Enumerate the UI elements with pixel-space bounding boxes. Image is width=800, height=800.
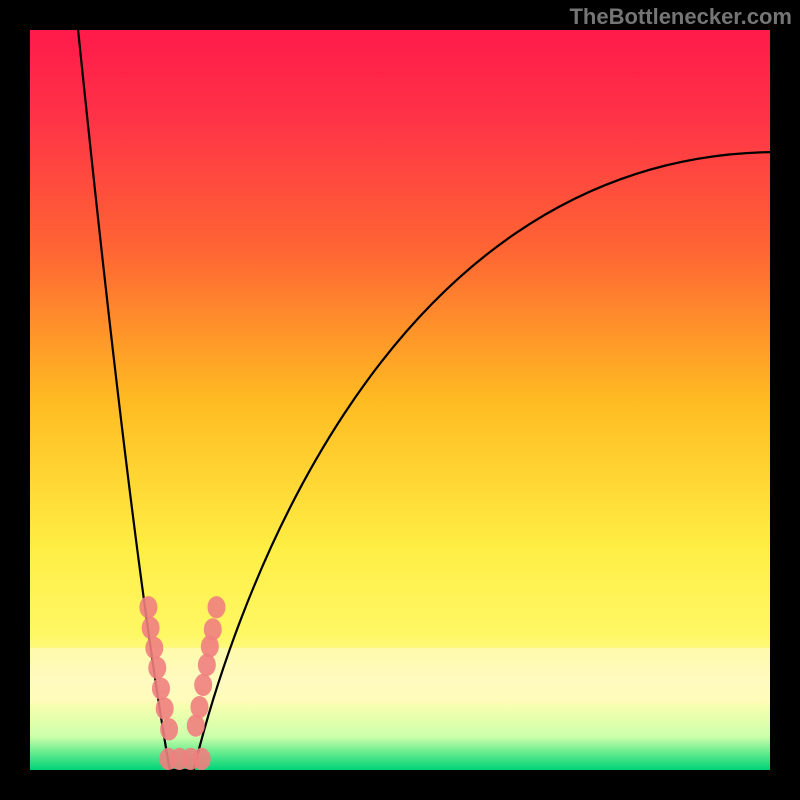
data-marker <box>208 597 225 618</box>
data-marker <box>191 696 208 717</box>
data-marker <box>140 597 157 618</box>
data-marker <box>156 698 173 719</box>
data-marker <box>193 748 210 769</box>
data-marker <box>146 637 163 658</box>
bottleneck-chart <box>0 0 800 800</box>
watermark-label: TheBottlenecker.com <box>569 4 792 30</box>
pale-band <box>30 648 770 704</box>
data-marker <box>149 657 166 678</box>
data-marker <box>195 674 212 695</box>
chart-container: TheBottlenecker.com <box>0 0 800 800</box>
data-marker <box>201 636 218 657</box>
data-marker <box>142 617 159 638</box>
data-marker <box>152 678 169 699</box>
data-marker <box>187 715 204 736</box>
data-marker <box>161 719 178 740</box>
data-marker <box>198 654 215 675</box>
